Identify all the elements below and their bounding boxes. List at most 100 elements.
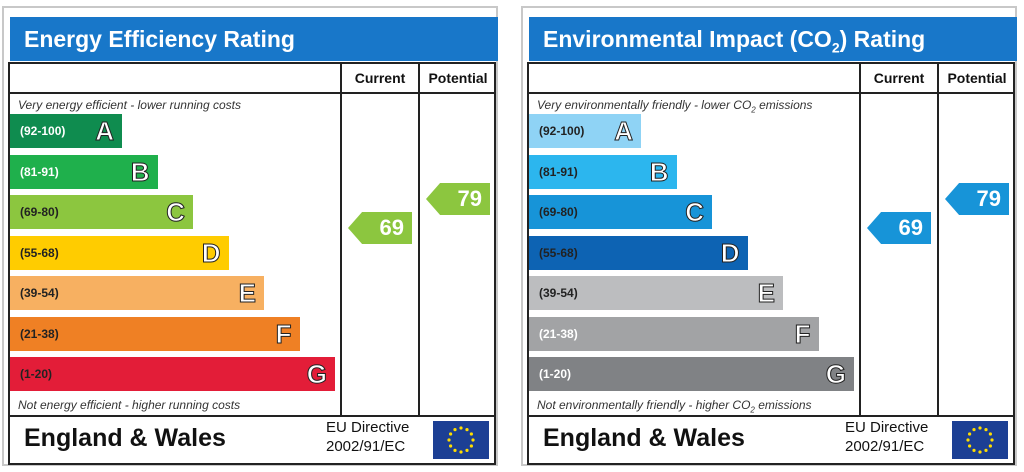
star-icon (449, 432, 453, 436)
rating-band-b: (81-91) B (529, 154, 677, 189)
star-icon (449, 444, 453, 448)
potential-column-header: Potential (428, 70, 488, 86)
directive-line-2: 2002/91/EC (326, 438, 406, 455)
rating-grid: Current Potential Very environmentally f… (527, 62, 1015, 417)
star-icon (988, 432, 992, 436)
current-rating-arrow: 69 (348, 212, 412, 244)
band-range: (69-80) (20, 205, 59, 219)
note-text-end: emissions (755, 98, 813, 112)
rating-band-e: (39-54) E (529, 276, 783, 310)
star-icon (988, 444, 992, 448)
star-icon (465, 448, 469, 452)
grid-divider (418, 64, 420, 415)
star-icon (459, 450, 463, 454)
title-text: Environmental Impact (CO (543, 26, 832, 52)
grid-divider (937, 64, 939, 415)
rating-band-c: (69-80) C (10, 195, 193, 229)
footer: England & Wales EU Directive 2002/91/EC (527, 417, 1015, 465)
top-note: Very environmentally friendly - lower CO… (537, 98, 812, 114)
band-range: (69-80) (539, 205, 578, 219)
eu-flag-icon (433, 421, 489, 459)
panel-title: Energy Efficiency Rating (10, 17, 498, 61)
directive-line-1: EU Directive (326, 419, 410, 436)
grid-divider (10, 92, 340, 94)
note-subscript: 2 (751, 105, 756, 115)
eu-directive: EU Directive 2002/91/EC (845, 418, 928, 456)
star-icon (447, 438, 451, 442)
region-label: England & Wales (543, 424, 745, 452)
star-icon (968, 432, 972, 436)
potential-rating-arrow: 79 (426, 183, 490, 215)
directive-line-1: EU Directive (845, 419, 929, 436)
bottom-note: Not environmentally friendly - higher CO… (537, 398, 812, 414)
grid-divider (859, 64, 861, 415)
rating-band-f: (21-38) F (10, 316, 300, 351)
rating-grid: Current Potential Very energy efficient … (8, 62, 496, 417)
bottom-note: Not energy efficient - higher running co… (18, 398, 241, 412)
star-icon (978, 426, 982, 430)
note-subscript: 2 (750, 405, 755, 415)
star-icon (469, 432, 473, 436)
grid-divider (529, 92, 859, 94)
band-letter: G (306, 359, 327, 390)
band-letter: F (794, 318, 811, 349)
star-icon (968, 444, 972, 448)
note-text: Very environmentally friendly - lower CO (537, 98, 752, 112)
star-icon (471, 438, 475, 442)
star-icon (453, 448, 457, 452)
note-text-end: emissions (754, 398, 812, 412)
current-column-header: Current (354, 70, 406, 86)
eu-directive: EU Directive 2002/91/EC (326, 418, 409, 456)
star-icon (453, 428, 457, 432)
band-letter: E (238, 278, 256, 309)
rating-band-d: (55-68) D (10, 235, 229, 270)
band-range: (21-38) (20, 326, 59, 341)
potential-column-header: Potential (947, 70, 1007, 86)
band-letter: E (757, 278, 775, 309)
band-letter: A (614, 116, 634, 147)
rating-band-e: (39-54) E (10, 276, 264, 310)
current-column-header: Current (873, 70, 925, 86)
region-label: England & Wales (24, 424, 226, 452)
star-icon (469, 444, 473, 448)
grid-divider (859, 92, 1013, 94)
band-range: (1-20) (20, 367, 53, 381)
band-letter: F (275, 318, 292, 349)
panel-title: Environmental Impact (CO2) Rating (529, 17, 1017, 61)
band-range: (81-91) (20, 164, 59, 179)
note-text: Not environmentally friendly - higher CO (537, 398, 751, 412)
band-range: (21-38) (539, 326, 578, 341)
band-range: (39-54) (20, 286, 59, 300)
rating-band-a: (92-100) A (10, 114, 122, 148)
band-letter: D (720, 237, 740, 268)
band-range: (92-100) (20, 124, 66, 138)
band-letter: C (685, 197, 705, 228)
grid-divider (340, 92, 494, 94)
band-letter: B (130, 156, 150, 187)
footer: England & Wales EU Directive 2002/91/EC (8, 417, 496, 465)
band-range: (1-20) (539, 367, 572, 381)
rating-band-a: (92-100) A (529, 114, 641, 148)
star-icon (465, 428, 469, 432)
current-rating-arrow: 69 (867, 212, 931, 244)
star-icon (984, 428, 988, 432)
band-letter: B (649, 156, 669, 187)
title-subscript: 2 (831, 39, 840, 56)
band-letter: C (166, 197, 186, 228)
environmental-impact-panel: Environmental Impact (CO2) Rating Curren… (521, 6, 1017, 466)
rating-band-c: (69-80) C (529, 195, 712, 229)
rating-band-b: (81-91) B (10, 154, 158, 189)
band-range: (55-68) (20, 245, 59, 260)
star-icon (984, 448, 988, 452)
eu-flag-icon (952, 421, 1008, 459)
star-icon (990, 438, 994, 442)
band-range: (55-68) (539, 245, 578, 260)
band-range: (39-54) (539, 286, 578, 300)
directive-line-2: 2002/91/EC (845, 438, 925, 455)
potential-rating-arrow: 79 (945, 183, 1009, 215)
band-letter: D (201, 237, 221, 268)
title-text-end: ) Rating (839, 26, 926, 52)
star-icon (972, 448, 976, 452)
band-range: (81-91) (539, 164, 578, 179)
rating-band-d: (55-68) D (529, 235, 748, 270)
